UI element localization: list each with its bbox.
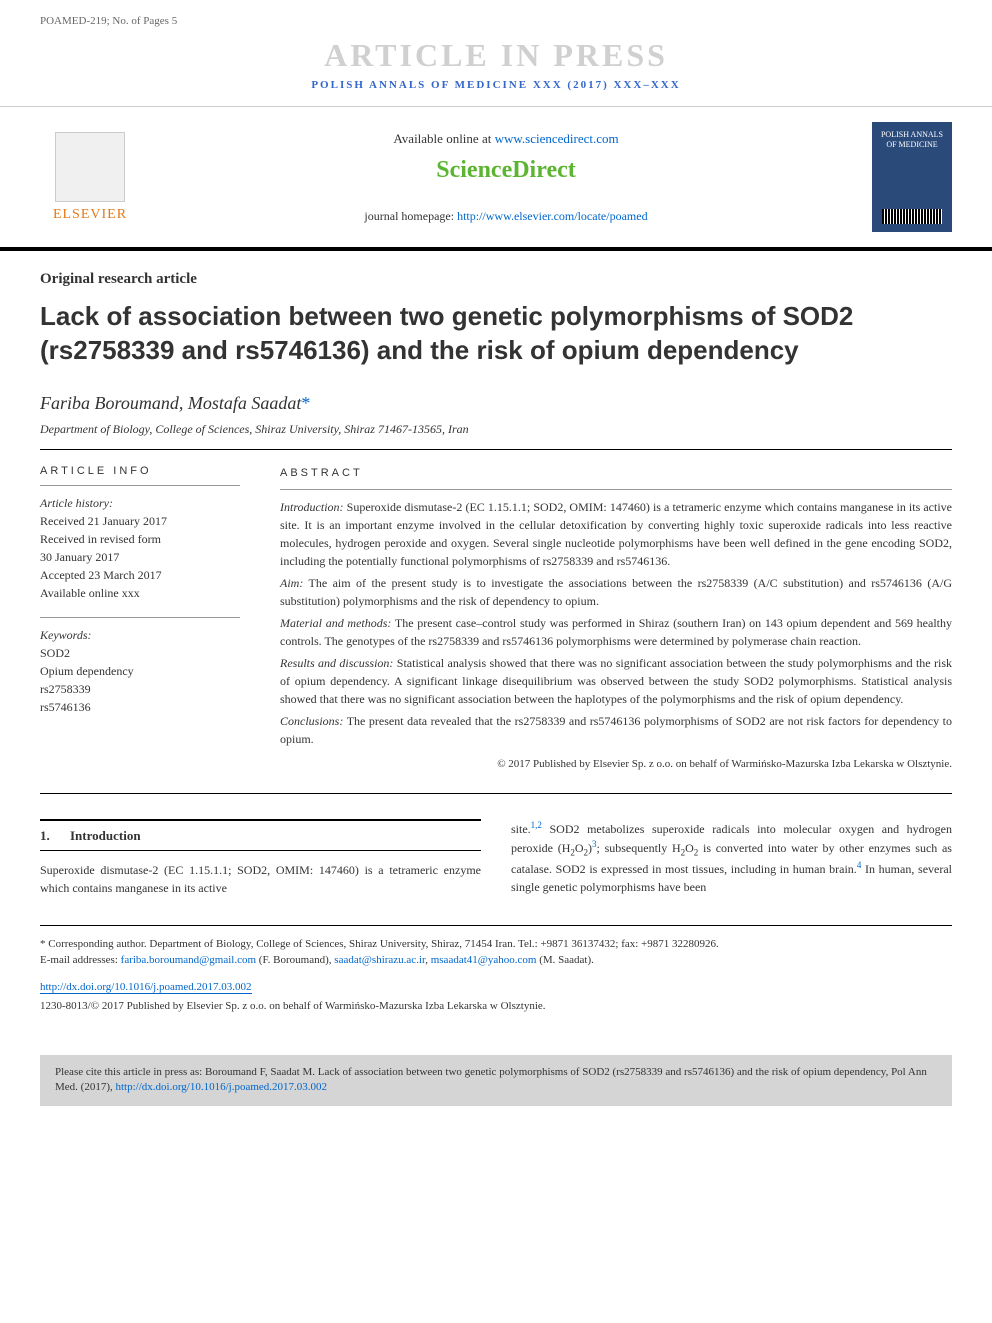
- email-link-3[interactable]: msaadat41@yahoo.com: [431, 954, 537, 966]
- article-title: Lack of association between two genetic …: [40, 300, 952, 368]
- citation-box: Please cite this article in press as: Bo…: [40, 1055, 952, 1106]
- keywords: Keywords: SOD2 Opium dependency rs275833…: [40, 617, 240, 716]
- article-info: ARTICLE INFO Article history: Received 2…: [40, 465, 240, 773]
- ref-1-2[interactable]: 1,2: [531, 820, 542, 830]
- section-1-heading: 1.Introduction: [40, 819, 481, 852]
- journal-banner: ELSEVIER Available online at www.science…: [0, 106, 992, 251]
- cover-title: POLISH ANNALS OF MEDICINE: [876, 130, 948, 149]
- affiliation: Department of Biology, College of Scienc…: [40, 422, 952, 450]
- email-link-1[interactable]: fariba.boroumand@gmail.com: [121, 954, 256, 966]
- corresponding-author: * Corresponding author. Department of Bi…: [40, 936, 952, 953]
- authors: Fariba Boroumand, Mostafa Saadat*: [40, 393, 952, 414]
- page-header: POAMED-219; No. of Pages 5: [0, 0, 992, 32]
- corresponding-marker: *: [301, 393, 310, 413]
- body-text: 1.Introduction Superoxide dismutase-2 (E…: [40, 819, 952, 905]
- footnotes: * Corresponding author. Department of Bi…: [40, 925, 952, 1015]
- abstract: ABSTRACT Introduction: Superoxide dismut…: [280, 465, 952, 773]
- citation-doi-link[interactable]: http://dx.doi.org/10.1016/j.poamed.2017.…: [116, 1081, 328, 1093]
- article-history: Article history: Received 21 January 201…: [40, 485, 240, 602]
- elsevier-logo: ELSEVIER: [40, 127, 140, 227]
- homepage-link[interactable]: http://www.elsevier.com/locate/poamed: [457, 209, 648, 223]
- elsevier-tree-icon: [55, 132, 125, 202]
- model-reference: POAMED-219; No. of Pages 5: [40, 15, 177, 27]
- body-para-1: Superoxide dismutase-2 (EC 1.15.1.1; SOD…: [40, 861, 481, 897]
- available-online: Available online at www.sciencedirect.co…: [160, 131, 852, 147]
- journal-cover: POLISH ANNALS OF MEDICINE: [872, 122, 952, 232]
- email-link-2[interactable]: saadat@shirazu.ac.ir: [334, 954, 425, 966]
- info-heading: ARTICLE INFO: [40, 465, 240, 477]
- issn-copyright: 1230-8013/© 2017 Published by Elsevier S…: [40, 998, 952, 1015]
- abstract-aim: Aim: The aim of the present study is to …: [280, 574, 952, 610]
- doi-link[interactable]: http://dx.doi.org/10.1016/j.poamed.2017.…: [40, 981, 252, 994]
- watermark: ARTICLE IN PRESS: [0, 37, 992, 74]
- journal-citation-line: POLISH ANNALS OF MEDICINE XXX (2017) XXX…: [0, 79, 992, 91]
- elsevier-text: ELSEVIER: [53, 207, 127, 223]
- abstract-conclusions: Conclusions: The present data revealed t…: [280, 712, 952, 748]
- barcode-icon: [882, 209, 942, 224]
- abstract-methods: Material and methods: The present case–c…: [280, 614, 952, 650]
- abstract-results: Results and discussion: Statistical anal…: [280, 654, 952, 708]
- banner-center: Available online at www.sciencedirect.co…: [160, 131, 852, 224]
- sciencedirect-logo: ScienceDirect: [160, 157, 852, 184]
- info-abstract-container: ARTICLE INFO Article history: Received 2…: [40, 465, 952, 794]
- abstract-intro: Introduction: Superoxide dismutase-2 (EC…: [280, 498, 952, 570]
- emails: E-mail addresses: fariba.boroumand@gmail…: [40, 952, 952, 969]
- abstract-copyright: © 2017 Published by Elsevier Sp. z o.o. …: [280, 756, 952, 773]
- article-body: Original research article Lack of associ…: [0, 251, 992, 1035]
- article-type: Original research article: [40, 271, 952, 288]
- body-para-2: site.1,2 SOD2 metabolizes superoxide rad…: [511, 819, 952, 897]
- sciencedirect-link[interactable]: www.sciencedirect.com: [495, 131, 619, 146]
- abstract-heading: ABSTRACT: [280, 465, 952, 482]
- journal-homepage: journal homepage: http://www.elsevier.co…: [160, 209, 852, 224]
